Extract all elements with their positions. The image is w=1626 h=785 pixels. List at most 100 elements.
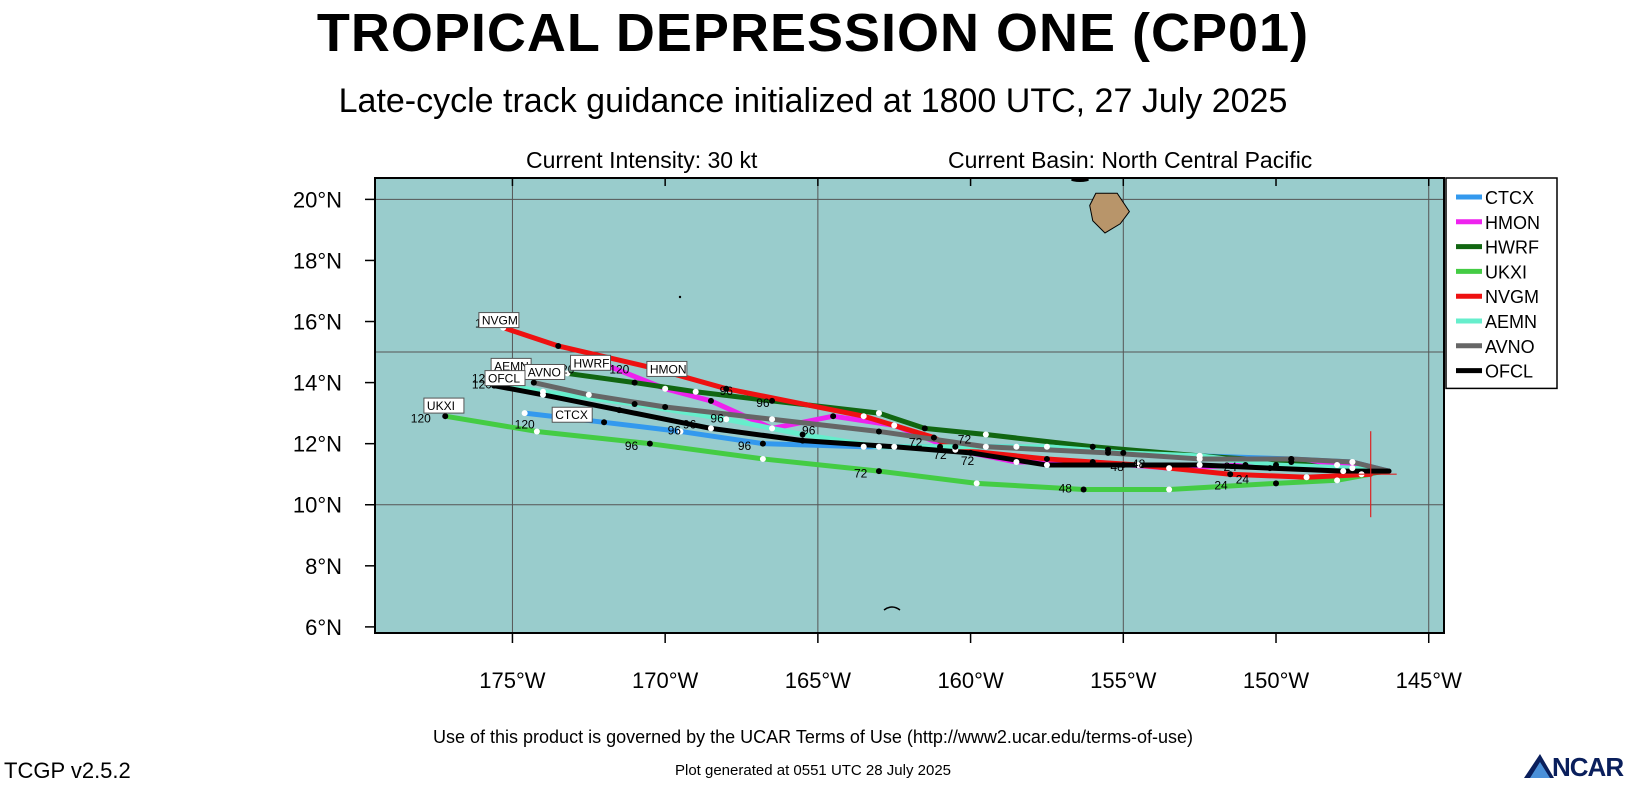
track-point-avno — [1105, 449, 1112, 456]
model-label-box — [570, 354, 612, 371]
track-point-hwrf — [875, 410, 882, 417]
track-point-ofcl — [616, 407, 623, 414]
track-point-aemn — [1120, 449, 1127, 456]
model-label-box — [478, 312, 520, 329]
track-point-hmon — [769, 425, 776, 432]
forecast-hour-label: 120 — [411, 411, 431, 425]
forecast-hour-label: 48 — [1059, 482, 1073, 496]
track-point-ctcx — [1013, 443, 1020, 450]
track-point-aemn — [723, 416, 730, 423]
track-point-hwrf — [692, 388, 699, 395]
chart-title: TROPICAL DEPRESSION ONE (CP01) — [316, 3, 1310, 63]
track-point-ofcl — [539, 391, 546, 398]
forecast-hour-label: 96 — [683, 417, 697, 431]
track-point-hwrf — [921, 425, 928, 432]
forecast-hour-label: 96 — [710, 411, 724, 425]
terms-of-use-text: Use of this product is governed by the U… — [433, 727, 1193, 747]
track-point-aemn — [631, 400, 638, 407]
forecast-hour-label: 24 — [1224, 460, 1238, 474]
model-label-ukxi: UKXI — [423, 397, 465, 414]
x-tick-label: 145°W — [1396, 668, 1463, 693]
island-dot — [678, 295, 682, 299]
track-point-ctcx — [677, 428, 684, 435]
legend-entry-avno: AVNO — [1485, 337, 1535, 357]
track-point-ctcx — [860, 443, 867, 450]
model-label-text: AVNO — [528, 365, 561, 379]
track-point-hmon — [1089, 458, 1096, 465]
track-point-nvgm — [930, 434, 937, 441]
track-point-ukxi — [875, 468, 882, 475]
x-tick-label: 170°W — [632, 668, 699, 693]
track-point-ctcx — [937, 443, 944, 450]
track-point-aemn — [799, 431, 806, 438]
track-point-ukxi — [1080, 486, 1087, 493]
ncar-logo-icon — [1524, 754, 1554, 778]
track-point-nvgm — [1043, 455, 1050, 462]
version-label: TCGP v2.5.2 — [4, 758, 131, 783]
track-point-hwrf — [769, 397, 776, 404]
current-basin: Current Basin: North Central Pacific — [948, 147, 1313, 173]
legend-box — [1445, 177, 1558, 390]
forecast-hour-label: 72 — [933, 448, 947, 462]
legend-entry-hwrf: HWRF — [1485, 238, 1539, 258]
track-point-ofcl — [799, 437, 806, 444]
track-point-aemn — [1043, 443, 1050, 450]
track-point-hmon — [1166, 465, 1173, 472]
model-label-hmon: HMON — [646, 360, 688, 377]
legend-entry-ukxi: UKXI — [1485, 262, 1527, 282]
track-point-nvgm — [1227, 471, 1234, 478]
model-label-box — [484, 370, 526, 387]
y-tick-label: 18°N — [293, 248, 342, 273]
model-label-ctcx: CTCX — [551, 406, 593, 423]
track-point-hmon — [1334, 462, 1341, 469]
y-tick-label: 6°N — [305, 615, 342, 640]
forecast-hour-label: 120 — [609, 362, 629, 376]
plot-generated-text: Plot generated at 0551 UTC 28 July 2025 — [674, 762, 951, 779]
track-point-avno — [1196, 455, 1203, 462]
x-tick-label: 155°W — [1090, 668, 1157, 693]
forecast-hour-label: 24 — [1214, 478, 1228, 492]
forecast-hour-label: 96 — [625, 439, 639, 453]
legend-entry-aemn: AEMN — [1485, 312, 1537, 332]
model-label-text: HMON — [650, 362, 687, 376]
model-label-hwrf: HWRF — [570, 354, 612, 371]
legend-entry-nvgm: NVGM — [1485, 287, 1539, 307]
chart-subtitle: Late-cycle track guidance initialized at… — [338, 82, 1288, 120]
island-johnston — [883, 606, 901, 611]
track-point-hwrf — [1089, 443, 1096, 450]
ncar-logo-text: NCAR — [1552, 752, 1624, 782]
track-point-ofcl — [1266, 465, 1273, 472]
model-label-box — [423, 397, 465, 414]
track-point-ukxi — [1334, 477, 1341, 484]
track-point-aemn — [952, 443, 959, 450]
model-label-text: UKXI — [427, 399, 455, 413]
track-point-ctcx — [759, 440, 766, 447]
y-tick-label: 14°N — [293, 371, 342, 396]
land-hawaii — [1089, 192, 1131, 234]
model-label-text: OFCL — [488, 372, 520, 386]
track-point-hwrf — [982, 431, 989, 438]
track-point-ctcx — [601, 419, 608, 426]
forecast-hour-label: 120 — [515, 417, 535, 431]
track-point-ukxi — [442, 413, 449, 420]
model-label-text: NVGM — [482, 314, 518, 328]
model-label-text: AEMN — [494, 359, 529, 373]
y-tick-label: 10°N — [293, 493, 342, 518]
track-point-nvgm — [555, 342, 562, 349]
model-label-text: CTCX — [555, 408, 588, 422]
legend-entry-hmon: HMON — [1485, 213, 1540, 233]
y-tick-label: 12°N — [293, 432, 342, 457]
track-point-ukxi — [646, 440, 653, 447]
x-tick-label: 150°W — [1243, 668, 1310, 693]
track-point-ukxi — [973, 480, 980, 487]
track-point-hmon — [1013, 458, 1020, 465]
track-point-aemn — [875, 443, 882, 450]
track-point-ofcl — [967, 449, 974, 456]
current-intensity: Current Intensity: 30 kt — [526, 147, 758, 173]
track-point-ukxi — [1273, 480, 1280, 487]
track-point-nvgm — [1135, 462, 1142, 469]
track-point-ukxi — [533, 428, 540, 435]
track-point-ofcl — [1196, 462, 1203, 469]
track-point-hwrf — [631, 379, 638, 386]
